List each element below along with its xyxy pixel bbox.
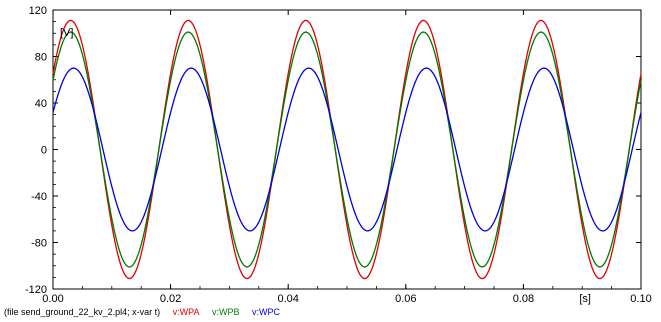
y-tick-label: 120: [29, 5, 47, 17]
y-tick-label: 80: [35, 52, 47, 64]
legend-entry-wpc: v:WPC: [252, 307, 280, 317]
series-layer: [52, 19, 642, 280]
y-tick-label: -80: [31, 238, 47, 250]
legend-entry-wpa: v:WPA: [172, 307, 200, 317]
x-tick-label: 0.04: [277, 293, 298, 305]
y-tick-label: 0: [41, 145, 47, 157]
series-line-v-wpb: [52, 31, 642, 268]
y-tick-label: -40: [31, 191, 47, 203]
x-tick-label: 0.02: [160, 293, 181, 305]
legend-entry-wpb: v:WPB: [211, 307, 240, 317]
x-axis-label: [s]: [579, 293, 591, 305]
y-tick-label: -120: [25, 284, 47, 296]
series-line-v-wpa: [52, 19, 642, 280]
x-tick-label: 0.00: [42, 293, 63, 305]
x-tick-label: 0.08: [513, 293, 534, 305]
y-tick-label: 40: [35, 98, 47, 110]
y-axis-label: [V]: [60, 27, 73, 39]
x-tick-label: 0.10: [630, 293, 651, 305]
plot-frame: [52, 9, 642, 290]
series-line-v-wpc: [52, 67, 642, 232]
axes: [52, 9, 642, 290]
footer-file: (file send_ground_22_kv_2.pl4; x-var t): [4, 307, 161, 317]
plot-footer: (file send_ground_22_kv_2.pl4; x-var t) …: [4, 307, 290, 317]
x-tick-label: 0.06: [395, 293, 416, 305]
